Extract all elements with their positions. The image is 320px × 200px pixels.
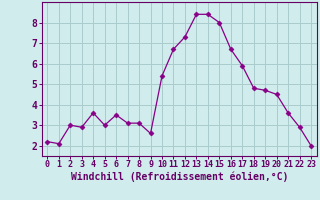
X-axis label: Windchill (Refroidissement éolien,°C): Windchill (Refroidissement éolien,°C) xyxy=(70,172,288,182)
